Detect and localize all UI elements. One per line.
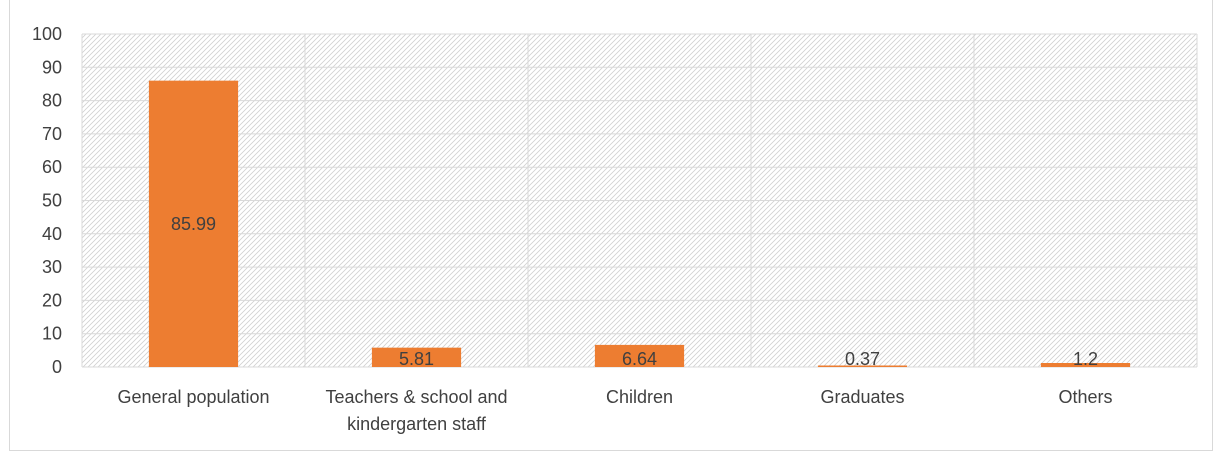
y-tick-label: 0 [52,357,62,377]
y-tick-label: 40 [42,224,62,244]
data-label: 85.99 [171,214,216,234]
bar [594,344,685,367]
y-tick-label: 20 [42,290,62,310]
data-label: 1.2 [1073,349,1098,369]
gridlines [81,33,1198,368]
data-label: 6.64 [622,349,657,369]
y-tick-label: 80 [42,91,62,111]
bars: 85.99 5.81 6.64 0.37 1.2 [148,80,1131,369]
bar [1040,363,1131,367]
y-tick-label: 60 [42,157,62,177]
x-tick-label: Graduates [820,387,904,407]
y-tick-label: 50 [42,191,62,211]
data-label: 0.37 [845,349,880,369]
y-tick-label: 10 [42,324,62,344]
x-tick-label: Children [606,387,673,407]
y-tick-label: 30 [42,257,62,277]
x-tick-label: General population [117,387,269,407]
bar [817,365,908,367]
y-tick-label: 70 [42,124,62,144]
x-tick-label: Others [1058,387,1112,407]
bar [148,80,239,368]
chart-frame [9,0,1213,451]
x-tick-label: Teachers & school and [325,387,507,407]
y-axis: 0 10 20 30 40 50 60 70 80 90 100 [32,24,62,377]
bar [371,347,462,367]
y-tick-label: 90 [42,57,62,77]
data-label: 5.81 [399,349,434,369]
y-tick-label: 100 [32,24,62,44]
x-axis: General population Teachers & school and k… [117,387,1112,434]
x-tick-label: kindergarten staff [347,414,487,434]
